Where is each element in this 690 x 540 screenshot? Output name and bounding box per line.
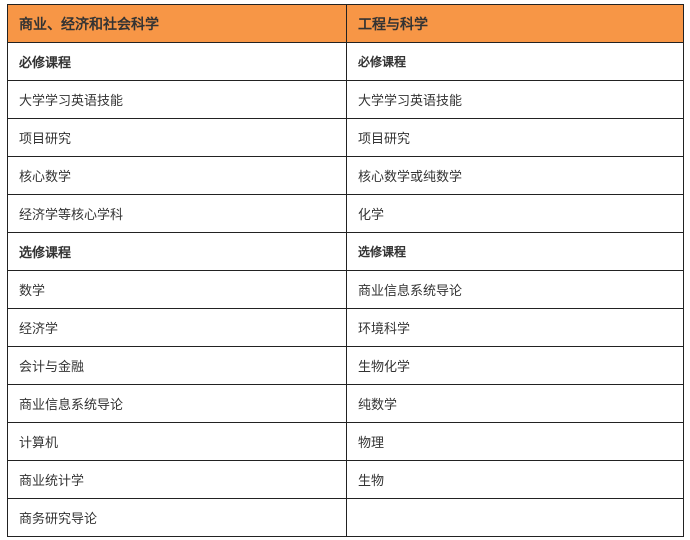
left-cell: 核心数学 [7, 156, 347, 195]
left-cell: 经济学 [7, 308, 347, 347]
table-row: 计算机 物理 [7, 422, 684, 461]
header-engineering-science: 工程与科学 [346, 4, 684, 43]
table-row: 商业信息系统导论 纯数学 [7, 384, 684, 423]
right-cell: 大学学习英语技能 [346, 80, 684, 119]
table-row: 商务研究导论 [7, 498, 684, 537]
section-header-row: 选修课程 选修课程 [7, 232, 684, 271]
right-cell: 环境科学 [346, 308, 684, 347]
right-cell: 生物 [346, 460, 684, 499]
right-cell: 核心数学或纯数学 [346, 156, 684, 195]
table-row: 大学学习英语技能 大学学习英语技能 [7, 80, 684, 119]
table-row: 项目研究 项目研究 [7, 118, 684, 157]
left-cell: 商业统计学 [7, 460, 347, 499]
left-cell: 大学学习英语技能 [7, 80, 347, 119]
table-row: 经济学等核心学科 化学 [7, 194, 684, 233]
right-cell: 生物化学 [346, 346, 684, 385]
table-row: 数学 商业信息系统导论 [7, 270, 684, 309]
right-cell: 化学 [346, 194, 684, 233]
left-cell: 必修课程 [7, 42, 347, 81]
right-cell: 选修课程 [346, 232, 684, 271]
right-cell: 商业信息系统导论 [346, 270, 684, 309]
table-row: 核心数学 核心数学或纯数学 [7, 156, 684, 195]
left-cell: 会计与金融 [7, 346, 347, 385]
right-cell: 必修课程 [346, 42, 684, 81]
table-row: 商业统计学 生物 [7, 460, 684, 499]
left-cell: 计算机 [7, 422, 347, 461]
table-row: 会计与金融 生物化学 [7, 346, 684, 385]
left-cell: 数学 [7, 270, 347, 309]
right-cell: 物理 [346, 422, 684, 461]
left-cell: 项目研究 [7, 118, 347, 157]
left-cell: 经济学等核心学科 [7, 194, 347, 233]
right-cell [346, 498, 684, 537]
section-header-row: 必修课程 必修课程 [7, 42, 684, 81]
course-table: 商业、经济和社会科学 工程与科学 必修课程 必修课程 大学学习英语技能 大学学习英语技… [7, 4, 684, 537]
table-row: 经济学 环境科学 [7, 308, 684, 347]
table-header-row: 商业、经济和社会科学 工程与科学 [7, 4, 684, 43]
header-business-economics-social-sciences: 商业、经济和社会科学 [7, 4, 347, 43]
right-cell: 纯数学 [346, 384, 684, 423]
left-cell: 商业信息系统导论 [7, 384, 347, 423]
left-cell: 选修课程 [7, 232, 347, 271]
left-cell: 商务研究导论 [7, 498, 347, 537]
right-cell: 项目研究 [346, 118, 684, 157]
